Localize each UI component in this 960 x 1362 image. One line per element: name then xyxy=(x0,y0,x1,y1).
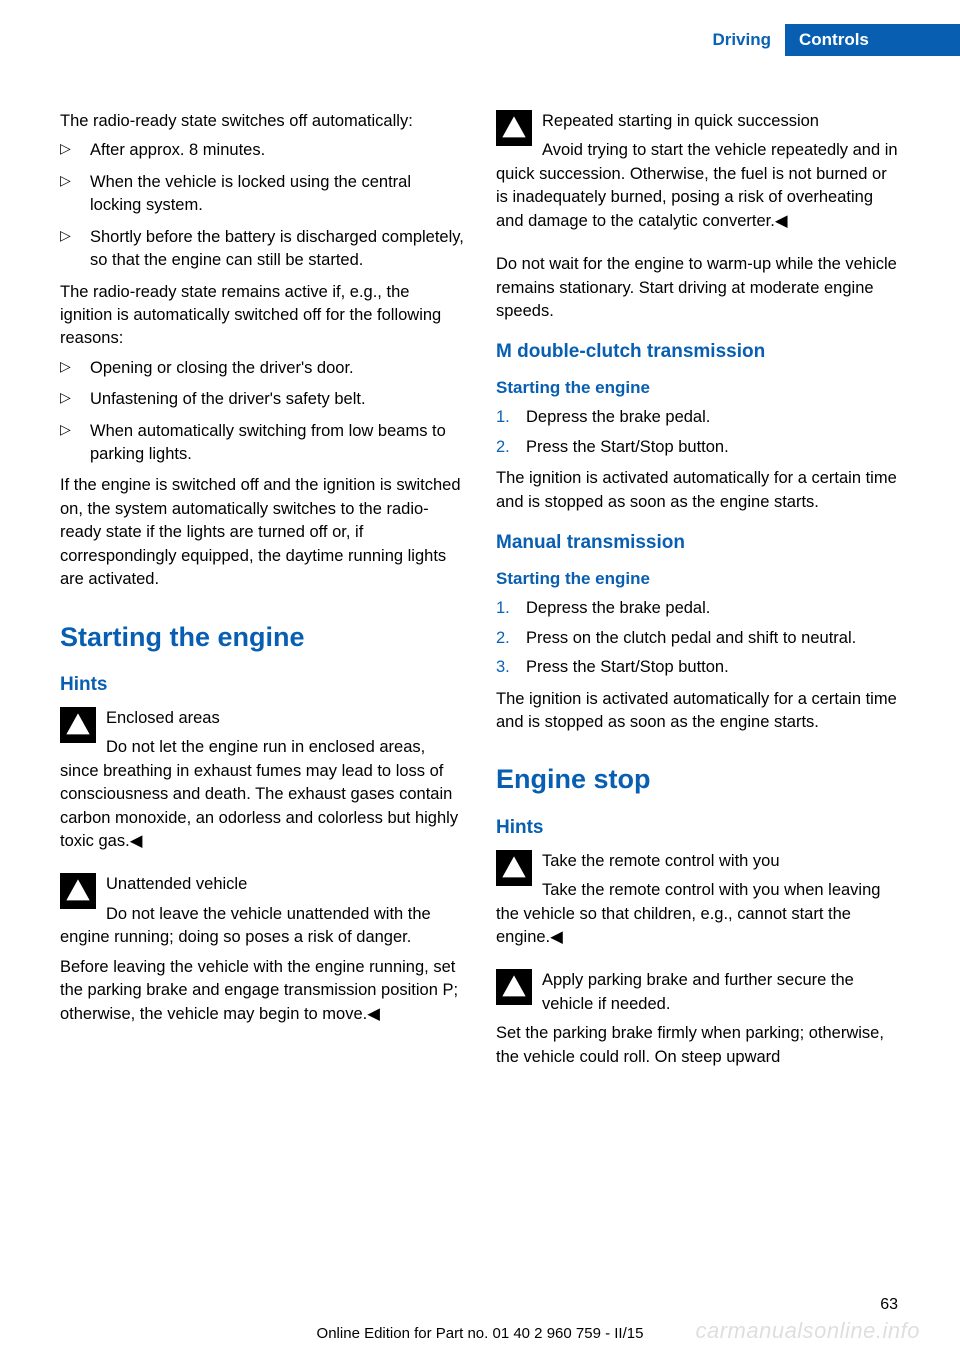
header-bar: Driving Controls xyxy=(490,24,960,56)
paragraph: The radio-ready state switches off autom… xyxy=(60,110,464,133)
subsub-heading: Starting the engine xyxy=(496,376,900,400)
header-left-text: Driving xyxy=(712,30,771,50)
paragraph: The ignition is activated automatically … xyxy=(496,688,900,735)
warning-block: Repeated starting in quick succession Av… xyxy=(496,110,900,239)
warning-icon xyxy=(496,850,532,886)
subsub-heading: Starting the engine xyxy=(496,567,900,591)
warning-title: Repeated starting in quick succession xyxy=(496,110,900,133)
list-item: After approx. 8 minutes. xyxy=(60,139,464,162)
list-item-text: Depress the brake pedal. xyxy=(526,599,710,617)
warning-block: Take the remote control with you Take th… xyxy=(496,850,900,956)
list-item-text: Depress the brake pedal. xyxy=(526,408,710,426)
warning-block: Unattended vehicle Do not leave the vehi… xyxy=(60,873,464,1032)
ordered-list: 1.Depress the brake pedal. 2.Press on th… xyxy=(496,597,900,679)
warning-block: Enclosed areas Do not let the engine run… xyxy=(60,707,464,860)
list-item: When the vehicle is locked using the cen… xyxy=(60,171,464,218)
section-heading: Engine stop xyxy=(496,760,900,798)
warning-title: Enclosed areas xyxy=(60,707,464,730)
warning-body: Avoid trying to start the vehicle repeat… xyxy=(496,139,900,233)
warning-icon xyxy=(496,969,532,1005)
warning-title: Take the remote control with you xyxy=(496,850,900,873)
warning-body: Take the remote control with you when le… xyxy=(496,879,900,949)
list-item-text: Press the Start/Stop button. xyxy=(526,438,729,456)
paragraph: Do not wait for the engine to warm-up wh… xyxy=(496,253,900,323)
section-heading: Starting the engine xyxy=(60,618,464,656)
sub-heading: Hints xyxy=(496,815,900,842)
sub-heading: Manual transmission xyxy=(496,530,900,557)
warning-body: Set the parking brake firmly when parkin… xyxy=(496,1022,900,1069)
list-item-text: Press on the clutch pedal and shift to n… xyxy=(526,629,856,647)
paragraph: The ignition is activated automatically … xyxy=(496,467,900,514)
warning-block: Apply parking brake and further secure t… xyxy=(496,969,900,1075)
list-item: When automatically switching from low be… xyxy=(60,420,464,467)
ordered-list: 1.Depress the brake pedal. 2.Press the S… xyxy=(496,406,900,459)
right-column: Repeated starting in quick succession Av… xyxy=(496,110,900,1089)
sub-heading: Hints xyxy=(60,672,464,699)
warning-title: Apply parking brake and further secure t… xyxy=(496,969,900,1016)
list-item: Opening or closing the driver's door. xyxy=(60,357,464,380)
left-column: The radio-ready state switches off autom… xyxy=(60,110,464,1089)
paragraph: If the engine is switched off and the ig… xyxy=(60,474,464,591)
sub-heading: M double-clutch transmission xyxy=(496,339,900,366)
header-chapter-label: Controls xyxy=(785,24,960,56)
warning-body: Do not leave the vehicle unattended with… xyxy=(60,903,464,950)
list-item: 1.Depress the brake pedal. xyxy=(496,597,900,620)
bullet-list: After approx. 8 minutes. When the vehicl… xyxy=(60,139,464,272)
page-content: The radio-ready state switches off autom… xyxy=(60,110,900,1089)
page-number: 63 xyxy=(880,1296,898,1314)
watermark: carmanualsonline.info xyxy=(695,1318,920,1344)
header-right-text: Controls xyxy=(799,30,869,50)
warning-icon xyxy=(60,707,96,743)
list-item: 2.Press the Start/Stop button. xyxy=(496,436,900,459)
paragraph: The radio-ready state remains active if,… xyxy=(60,281,464,351)
list-item: Shortly before the battery is discharged… xyxy=(60,226,464,273)
list-item: 3.Press the Start/Stop button. xyxy=(496,656,900,679)
list-item: Unfastening of the driver's safety belt. xyxy=(60,388,464,411)
list-item-text: Press the Start/Stop button. xyxy=(526,658,729,676)
header-section-label: Driving xyxy=(490,24,785,56)
warning-title: Unattended vehicle xyxy=(60,873,464,896)
warning-body: Before leaving the vehicle with the engi… xyxy=(60,956,464,1026)
warning-body: Do not let the engine run in enclosed ar… xyxy=(60,736,464,853)
warning-icon xyxy=(60,873,96,909)
list-item: 1.Depress the brake pedal. xyxy=(496,406,900,429)
bullet-list: Opening or closing the driver's door. Un… xyxy=(60,357,464,467)
warning-icon xyxy=(496,110,532,146)
list-item: 2.Press on the clutch pedal and shift to… xyxy=(496,627,900,650)
